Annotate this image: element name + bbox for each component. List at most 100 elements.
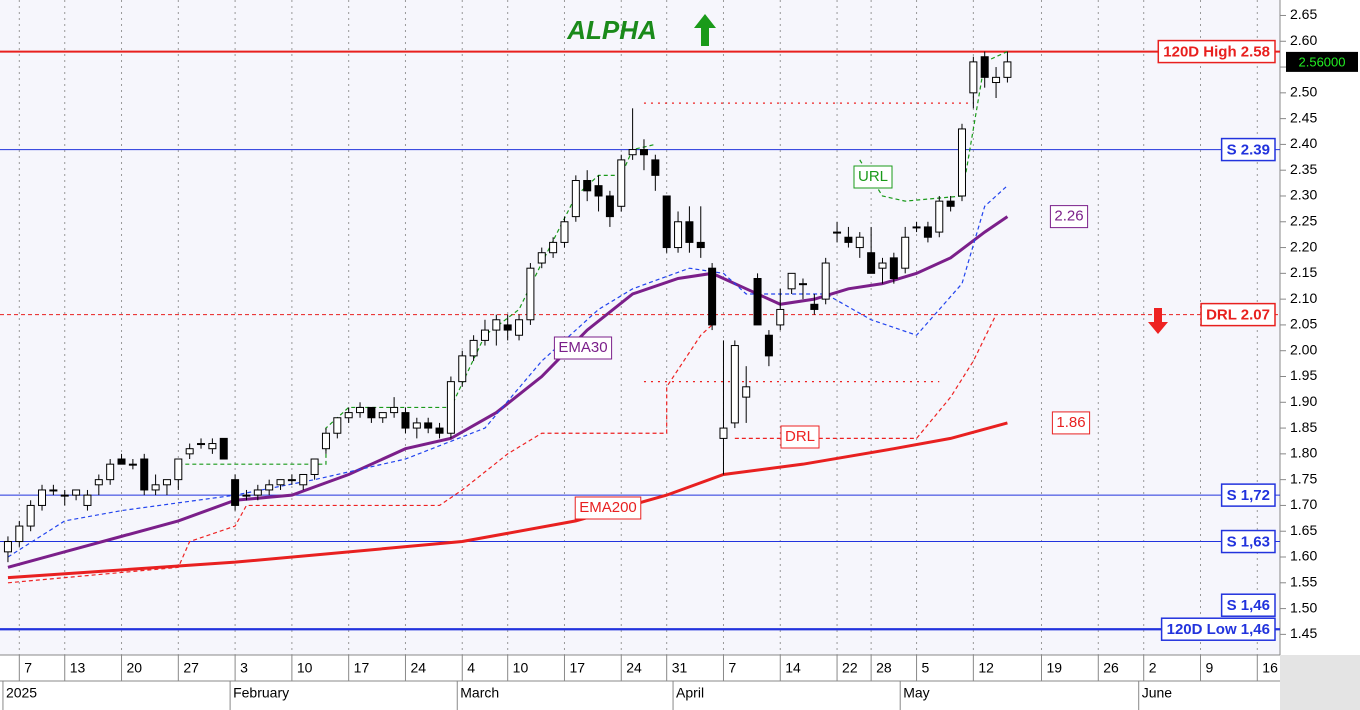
candle-body	[151, 484, 160, 491]
candle-body	[106, 463, 115, 481]
candle-body	[117, 458, 126, 465]
candle-body	[674, 221, 683, 249]
candle-body	[208, 443, 217, 450]
candle-body	[15, 525, 24, 543]
ema30-value: 2.26	[1054, 208, 1083, 225]
candle-body	[628, 149, 637, 156]
plot-background	[0, 0, 1280, 655]
y-tick-label: 2.15	[1290, 264, 1317, 280]
level-label: DRL 2.07	[1200, 302, 1276, 327]
y-tick-label: 1.95	[1290, 367, 1317, 383]
candle-body	[810, 303, 819, 310]
x-tick-label: 12	[978, 660, 994, 676]
level-label: S 1,72	[1220, 483, 1276, 507]
x-tick-label: 13	[70, 660, 86, 676]
x-tick-label: 31	[672, 660, 688, 676]
y-tick-label: 1.75	[1290, 470, 1317, 486]
indicator-line	[7, 421, 1008, 580]
candle-body	[492, 319, 501, 331]
y-tick-label: 2.05	[1290, 316, 1317, 332]
x-tick-label: 22	[842, 660, 858, 676]
level-label: 120D Low 1,46	[1160, 617, 1276, 641]
x-tick-label: 26	[1103, 660, 1119, 676]
candle-body	[969, 61, 978, 94]
level-label-text: S 2.39	[1227, 142, 1270, 159]
candle-body	[753, 278, 762, 326]
y-axis-background	[1280, 0, 1360, 655]
candle-body	[708, 267, 717, 326]
level-label-text: S 1,72	[1227, 487, 1270, 504]
candle-body	[49, 489, 58, 492]
y-tick-label: 1.45	[1290, 625, 1317, 641]
x-tick-label: 3	[240, 660, 248, 676]
ema30-label-box	[553, 336, 613, 360]
candle-body	[594, 185, 603, 197]
candle-body	[378, 412, 387, 419]
candle-body	[992, 76, 1001, 84]
x-tick-label: 24	[410, 660, 426, 676]
candle-body	[549, 241, 558, 254]
plot	[0, 0, 1280, 655]
candle-body	[219, 437, 228, 460]
y-tick-label: 2.60	[1290, 32, 1317, 48]
candle-body	[537, 252, 546, 264]
x-tick-label: 10	[513, 660, 529, 676]
candle-body	[867, 252, 876, 274]
x-tick-label: 4	[467, 660, 475, 676]
ema200-label-box	[574, 496, 642, 520]
candle-body	[185, 448, 194, 455]
candle-body	[367, 406, 376, 419]
y-tick-label: 2.20	[1290, 238, 1317, 254]
candle-body	[480, 329, 489, 341]
month-label: June	[1142, 685, 1173, 701]
level-label-text: S 1,46	[1227, 597, 1270, 614]
candle-body	[469, 339, 478, 357]
y-tick-label: 2.45	[1290, 109, 1317, 125]
x-tick-label: 9	[1205, 660, 1213, 676]
level-label-text: 120D High 2.58	[1163, 44, 1270, 61]
x-tick-label: 17	[569, 660, 585, 676]
candle-body	[333, 417, 342, 434]
x-tick-label: 24	[626, 660, 642, 676]
y-tick-label: 1.50	[1290, 599, 1317, 615]
candle-body	[3, 541, 12, 553]
ema200-label: EMA200	[579, 499, 637, 516]
y-tick-label: 2.65	[1290, 6, 1317, 22]
candle-body	[356, 406, 365, 414]
url-label-box	[853, 165, 893, 189]
candle-body	[889, 257, 898, 280]
candle-body	[776, 308, 785, 326]
candle-body	[299, 473, 308, 486]
candle-body	[605, 195, 614, 218]
drl-label-box	[780, 425, 820, 449]
y-tick-label: 2.40	[1290, 135, 1317, 151]
ema200-value-box	[1051, 411, 1091, 435]
ema30-label: EMA30	[558, 339, 607, 356]
candle-body	[435, 427, 444, 434]
candle-body	[639, 149, 648, 156]
month-label: 2025	[6, 685, 37, 701]
month-label: April	[676, 685, 704, 701]
level-label-text: 120D Low 1,46	[1167, 621, 1270, 638]
candle-body	[503, 324, 512, 331]
level-label: S 2.39	[1220, 137, 1276, 162]
y-tick-label: 1.85	[1290, 419, 1317, 435]
level-label: 120D High 2.58	[1157, 39, 1276, 64]
y-tick-label: 1.65	[1290, 522, 1317, 538]
candle-body	[821, 262, 830, 300]
candle-body	[878, 262, 887, 269]
y-tick-label: 1.90	[1290, 393, 1317, 409]
x-tick-label: 20	[127, 660, 143, 676]
candle-body	[912, 226, 921, 229]
candle-body	[390, 406, 399, 414]
url-label: URL	[858, 168, 888, 185]
month-label: February	[233, 685, 289, 701]
candle-body	[583, 180, 592, 192]
price-label: 2.56000	[1299, 54, 1346, 69]
candle-body	[935, 200, 944, 233]
candle-body	[923, 226, 932, 238]
candle-body	[957, 128, 966, 197]
candle-body	[321, 432, 330, 450]
candle-body	[424, 422, 433, 429]
